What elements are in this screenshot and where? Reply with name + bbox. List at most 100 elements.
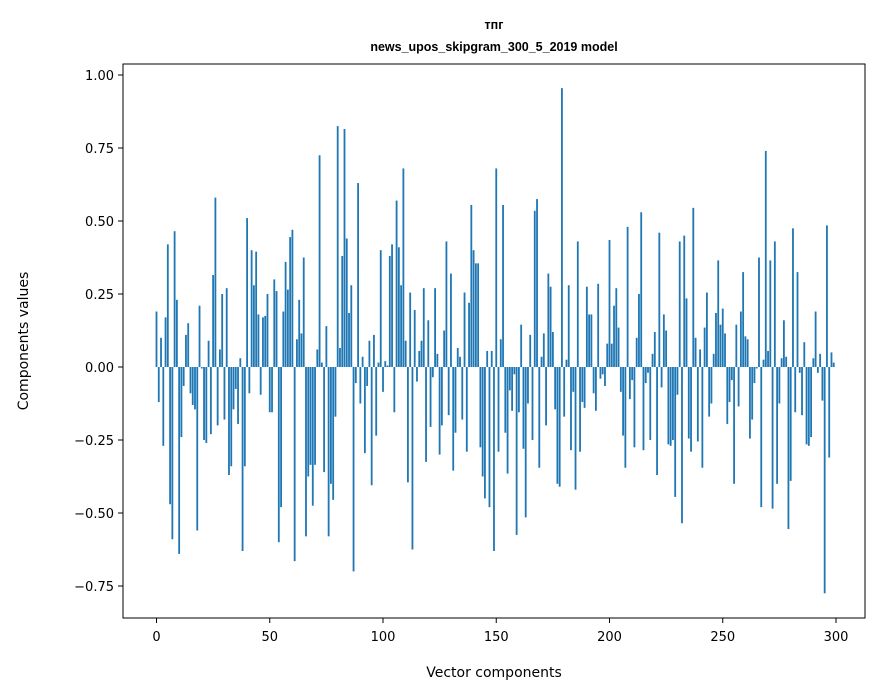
bar xyxy=(785,356,788,367)
bar xyxy=(348,312,350,367)
bar xyxy=(155,311,158,367)
bar xyxy=(687,367,690,439)
y-tick-label: 1.00 xyxy=(85,69,114,84)
bar xyxy=(339,348,341,367)
bar xyxy=(798,367,801,373)
bar xyxy=(293,367,296,562)
y-tick-label: −0.50 xyxy=(74,507,114,522)
bar xyxy=(465,367,468,452)
bar xyxy=(209,367,212,435)
bar xyxy=(782,320,785,367)
bar xyxy=(615,288,618,367)
bar xyxy=(502,204,504,367)
bar xyxy=(705,292,708,367)
bar xyxy=(189,367,192,394)
bar xyxy=(291,229,294,367)
bar xyxy=(375,367,378,436)
bar xyxy=(468,302,470,367)
bar xyxy=(243,367,246,467)
bar xyxy=(816,367,819,373)
bar xyxy=(764,150,767,367)
chart-title-line1: тпг xyxy=(485,18,504,32)
bar xyxy=(773,241,776,367)
bar xyxy=(574,367,577,490)
bar xyxy=(819,353,822,367)
bar xyxy=(402,168,405,367)
x-axis: 0 50 100 150 200 250 300 xyxy=(152,618,848,645)
bar xyxy=(619,367,622,392)
bar xyxy=(730,367,733,381)
bar xyxy=(452,367,455,471)
bar xyxy=(241,367,244,551)
bar xyxy=(359,367,362,404)
bar xyxy=(681,367,683,524)
bar xyxy=(717,260,720,367)
bar xyxy=(225,288,228,367)
bar xyxy=(536,199,538,367)
bar xyxy=(787,367,790,530)
bar xyxy=(264,315,267,367)
x-tick-label: 300 xyxy=(824,630,849,645)
bar xyxy=(257,314,260,367)
plot-frame xyxy=(122,63,866,619)
bar xyxy=(563,367,566,417)
bar xyxy=(259,367,262,395)
bar xyxy=(685,298,688,367)
bar xyxy=(547,273,550,367)
bar xyxy=(164,317,167,367)
bar xyxy=(583,367,586,408)
bar xyxy=(823,367,826,594)
bar xyxy=(248,367,251,394)
bar xyxy=(551,331,554,367)
bar xyxy=(581,367,584,403)
bar xyxy=(216,367,219,426)
bar xyxy=(640,212,643,367)
bar xyxy=(517,367,520,413)
bar xyxy=(271,367,273,413)
bar xyxy=(488,367,491,508)
bar xyxy=(484,367,486,499)
bar xyxy=(631,367,634,381)
bar xyxy=(710,367,713,404)
bar xyxy=(422,288,425,367)
bar xyxy=(352,367,355,572)
bar xyxy=(635,337,638,367)
bar xyxy=(420,340,423,367)
bar xyxy=(755,367,758,369)
bar xyxy=(701,367,704,468)
bar xyxy=(234,367,237,389)
bar xyxy=(493,367,495,551)
bar xyxy=(533,210,536,367)
bar xyxy=(545,367,547,426)
bar xyxy=(459,356,461,367)
bar xyxy=(169,367,171,505)
bar xyxy=(207,340,210,367)
bar xyxy=(696,367,699,442)
bar xyxy=(830,352,833,367)
bar xyxy=(599,367,602,379)
bars-group xyxy=(155,88,835,594)
bar xyxy=(162,367,165,446)
bar xyxy=(592,367,595,394)
bar xyxy=(336,126,339,367)
bar xyxy=(796,272,799,367)
bar xyxy=(286,289,289,367)
bar xyxy=(379,250,382,367)
bar xyxy=(273,279,276,367)
bar xyxy=(252,285,255,367)
x-tick-label: 250 xyxy=(710,630,735,645)
bar xyxy=(361,356,364,367)
bar xyxy=(572,367,575,392)
bar xyxy=(529,334,532,367)
y-axis: −0.75 −0.50 −0.25 0.00 0.25 0.50 0.75 1.00 xyxy=(74,69,123,595)
bar xyxy=(542,333,545,367)
bar xyxy=(327,367,330,537)
bar xyxy=(268,367,271,413)
bar xyxy=(409,292,412,367)
y-tick-label: 0.00 xyxy=(85,361,114,376)
bar xyxy=(316,349,319,367)
bar xyxy=(651,353,654,367)
bar xyxy=(792,228,794,367)
bar xyxy=(656,367,658,476)
bar xyxy=(373,334,375,367)
